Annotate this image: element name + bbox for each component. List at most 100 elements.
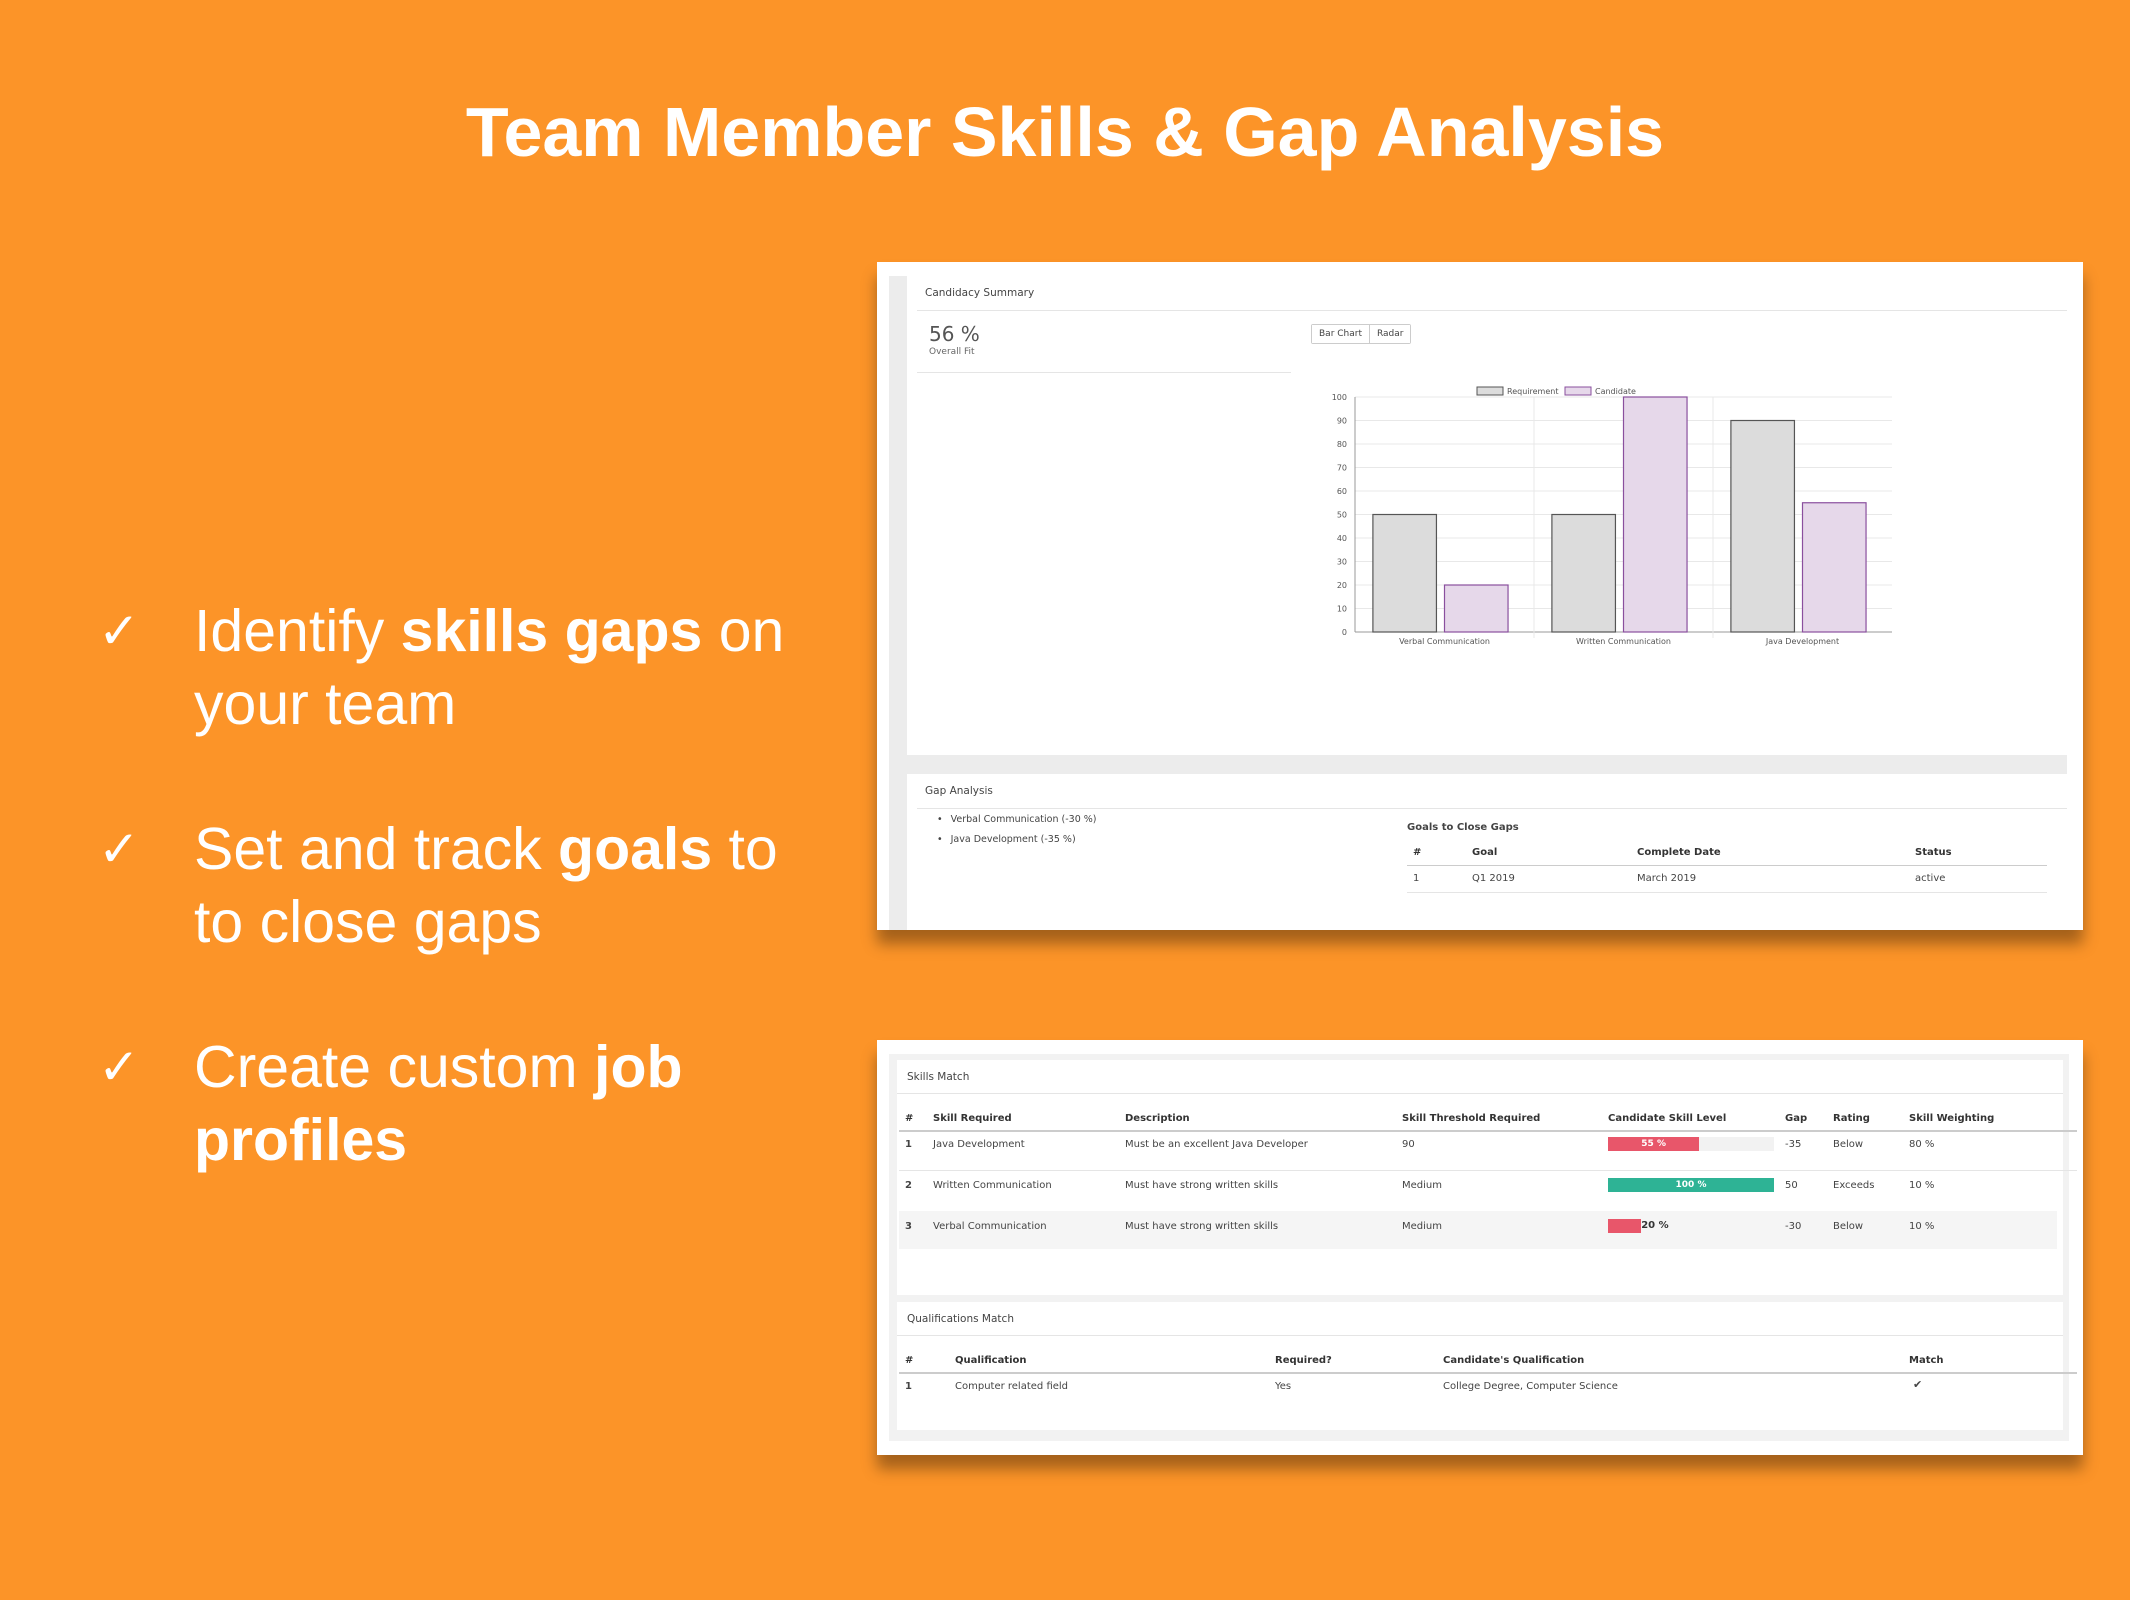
chart-type-toggle: Bar Chart Radar <box>1311 324 1412 344</box>
skill-row-gap: -35 <box>1785 1139 1802 1150</box>
gap-list: Verbal Communication (-30 %) Java Develo… <box>937 814 1097 854</box>
skill-level-bar: 20 % <box>1608 1219 1774 1233</box>
skill-row-gap: -30 <box>1785 1221 1802 1232</box>
skill-level-bar: 100 % <box>1608 1178 1774 1192</box>
y-tick-label: 90 <box>1337 417 1347 426</box>
checkmark-icon: ✓ <box>98 820 140 878</box>
legend-label-candidate: Candidate <box>1595 387 1636 396</box>
skill-row-description: Must have strong written skills <box>1125 1221 1279 1232</box>
checkmark-icon: ✓ <box>98 602 140 660</box>
y-tick-label: 100 <box>1332 393 1347 402</box>
gap-analysis-title: Gap Analysis <box>925 785 993 797</box>
divider <box>917 310 2067 311</box>
skills-header-num: # <box>905 1113 914 1124</box>
bar-requirement-0 <box>1372 513 1438 633</box>
feature-text-pre: Set and track <box>194 816 559 882</box>
bar-requirement-1 <box>1551 513 1617 633</box>
skill-row-rating: Exceeds <box>1833 1180 1875 1191</box>
skill-level-bar: 55 % <box>1608 1137 1774 1151</box>
skill-row-name: Written Communication <box>933 1180 1052 1191</box>
y-tick-label: 40 <box>1337 534 1347 543</box>
divider <box>897 1093 2063 1094</box>
feature-item: ✓ Identify skills gaps on your team <box>98 595 858 741</box>
divider <box>917 372 1291 373</box>
x-tick-label: Java Development <box>1765 637 1839 646</box>
goal-date: March 2019 <box>1637 873 1697 884</box>
feature-text-line2: profiles <box>194 1107 408 1173</box>
bar-requirement-2 <box>1730 419 1796 633</box>
checkmark-icon: ✓ <box>98 1038 140 1096</box>
legend-label-requirement: Requirement <box>1507 387 1558 396</box>
feature-text-bold: goals <box>558 816 713 882</box>
table-row-stripe <box>899 1211 2057 1249</box>
qual-header-divider <box>899 1372 2077 1374</box>
y-tick-label: 10 <box>1337 605 1347 614</box>
skill-row-threshold: Medium <box>1402 1221 1442 1232</box>
skill-row-weighting: 10 % <box>1909 1221 1935 1232</box>
skill-row-weighting: 80 % <box>1909 1139 1935 1150</box>
qualifications-title: Qualifications Match <box>907 1313 1014 1325</box>
skill-row-threshold: 90 <box>1402 1139 1415 1150</box>
skills-header-skill: Skill Required <box>933 1113 1012 1124</box>
skill-row-weighting: 10 % <box>1909 1180 1935 1191</box>
section-separator <box>907 755 2067 774</box>
candidacy-summary-title: Candidacy Summary <box>925 287 1035 299</box>
skill-level-fill: 55 % <box>1608 1137 1700 1151</box>
skills-match-title: Skills Match <box>907 1071 970 1083</box>
goal-num: 1 <box>1413 873 1420 884</box>
y-tick-label: 0 <box>1342 628 1347 637</box>
y-tick-label: 30 <box>1337 558 1347 567</box>
check-icon: ✔ <box>1913 1378 1923 1391</box>
x-tick-label: Written Communication <box>1576 637 1671 646</box>
goal-name: Q1 2019 <box>1472 873 1515 884</box>
skill-row-description: Must have strong written skills <box>1125 1180 1279 1191</box>
bar-chart-button[interactable]: Bar Chart <box>1312 325 1369 343</box>
skill-row-num: 2 <box>905 1180 912 1191</box>
skills-header-threshold: Skill Threshold Required <box>1402 1113 1541 1124</box>
y-tick-label: 20 <box>1337 581 1347 590</box>
skill-row-name: Verbal Communication <box>933 1221 1047 1232</box>
skill-level-fill <box>1608 1219 1642 1233</box>
feature-text-bold: job <box>594 1034 683 1100</box>
feature-text-bold: skills gaps <box>400 598 703 664</box>
x-tick-label: Verbal Communication <box>1399 637 1490 646</box>
goals-title: Goals to Close Gaps <box>1407 822 1519 833</box>
skills-match-card: Skills Match # Skill Required Descriptio… <box>877 1040 2083 1455</box>
feature-text-line2: to close gaps <box>194 889 542 955</box>
qualifications-panel <box>897 1302 2063 1430</box>
page-title: Team Member Skills & Gap Analysis <box>465 93 1665 171</box>
radar-button[interactable]: Radar <box>1368 325 1411 343</box>
qual-header-qualification: Qualification <box>955 1355 1027 1366</box>
goals-header-status: Status <box>1915 847 1952 858</box>
overall-fit-value: 56 % <box>929 322 980 346</box>
candidacy-summary-card: Candidacy Summary 56 % Overall Fit Bar C… <box>877 262 2083 930</box>
feature-list: ✓ Identify skills gaps on your team ✓ Se… <box>98 595 858 1249</box>
skills-header-level: Candidate Skill Level <box>1608 1113 1727 1124</box>
skill-row-gap: 50 <box>1785 1180 1798 1191</box>
skills-header-divider <box>899 1130 2077 1132</box>
skills-bar-chart: Requirement Candidate 0 10 20 30 40 50 60 70 80 9… <box>1332 386 1892 646</box>
legend-swatch-requirement <box>1476 386 1504 396</box>
qual-header-candidate: Candidate's Qualification <box>1443 1355 1585 1366</box>
skills-header-gap: Gap <box>1785 1113 1808 1124</box>
skill-row-description: Must be an excellent Java Developer <box>1125 1139 1308 1150</box>
skills-header-weighting: Skill Weighting <box>1909 1113 1995 1124</box>
divider <box>899 1170 2077 1171</box>
qual-row-num: 1 <box>905 1381 912 1392</box>
skill-row-rating: Below <box>1833 1221 1864 1232</box>
goals-header-goal: Goal <box>1472 847 1498 858</box>
legend-swatch-candidate <box>1564 386 1592 396</box>
y-tick-label: 50 <box>1337 511 1347 520</box>
feature-item: ✓ Create custom job profiles <box>98 1031 858 1177</box>
feature-text-post: to <box>712 816 778 882</box>
goals-header-divider <box>1407 865 2047 866</box>
legend: Requirement Candidate <box>1476 386 1636 396</box>
divider <box>897 1335 2063 1336</box>
divider <box>917 808 2067 809</box>
bar-candidate-2 <box>1801 502 1867 633</box>
goals-header-date: Complete Date <box>1637 847 1721 858</box>
skills-panel <box>897 1060 2063 1295</box>
qual-row-required: Yes <box>1275 1381 1292 1392</box>
skill-row-name: Java Development <box>933 1139 1025 1150</box>
feature-item: ✓ Set and track goals to to close gaps <box>98 813 858 959</box>
